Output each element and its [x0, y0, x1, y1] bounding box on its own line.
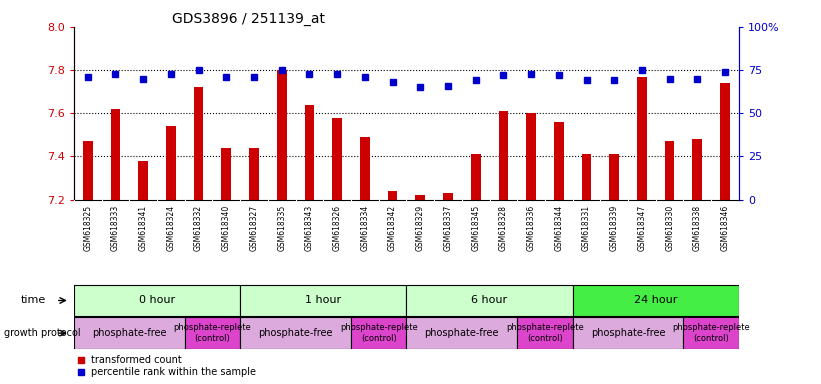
Text: phosphate-replete
(control): phosphate-replete (control): [340, 323, 418, 343]
Text: growth protocol: growth protocol: [4, 328, 80, 338]
Bar: [609, 154, 619, 200]
Bar: [665, 141, 675, 200]
Bar: [166, 126, 176, 200]
Text: phosphate-replete
(control): phosphate-replete (control): [506, 323, 584, 343]
FancyBboxPatch shape: [406, 318, 517, 349]
Text: 0 hour: 0 hour: [139, 295, 175, 306]
Text: phosphate-replete
(control): phosphate-replete (control): [173, 323, 251, 343]
Bar: [388, 191, 397, 200]
Bar: [360, 137, 369, 200]
FancyBboxPatch shape: [241, 318, 351, 349]
FancyBboxPatch shape: [185, 318, 241, 349]
FancyBboxPatch shape: [406, 285, 573, 316]
FancyBboxPatch shape: [573, 318, 683, 349]
Text: 24 hour: 24 hour: [634, 295, 677, 306]
Bar: [111, 109, 121, 200]
Bar: [305, 105, 314, 200]
Bar: [194, 88, 204, 200]
FancyBboxPatch shape: [517, 318, 573, 349]
Text: phosphate-free: phosphate-free: [92, 328, 167, 338]
Text: transformed count: transformed count: [90, 355, 181, 365]
Text: phosphate-replete
(control): phosphate-replete (control): [672, 323, 750, 343]
FancyBboxPatch shape: [351, 318, 406, 349]
Bar: [637, 76, 647, 200]
Bar: [138, 161, 148, 200]
Bar: [415, 195, 425, 200]
Bar: [222, 148, 232, 200]
Text: phosphate-free: phosphate-free: [424, 328, 499, 338]
Text: phosphate-free: phosphate-free: [259, 328, 333, 338]
Bar: [470, 154, 480, 200]
Bar: [333, 118, 342, 200]
Bar: [526, 113, 536, 200]
FancyBboxPatch shape: [573, 285, 739, 316]
Bar: [277, 70, 287, 200]
Text: GDS3896 / 251139_at: GDS3896 / 251139_at: [172, 12, 325, 25]
Text: 1 hour: 1 hour: [305, 295, 342, 306]
Bar: [443, 193, 453, 200]
FancyBboxPatch shape: [74, 318, 185, 349]
Bar: [554, 122, 564, 200]
Bar: [720, 83, 730, 200]
Text: time: time: [21, 295, 46, 306]
Bar: [581, 154, 591, 200]
FancyBboxPatch shape: [683, 318, 739, 349]
Bar: [498, 111, 508, 200]
Text: 6 hour: 6 hour: [471, 295, 507, 306]
Text: percentile rank within the sample: percentile rank within the sample: [90, 367, 255, 377]
Bar: [83, 141, 93, 200]
Text: phosphate-free: phosphate-free: [591, 328, 665, 338]
FancyBboxPatch shape: [241, 285, 406, 316]
FancyBboxPatch shape: [74, 285, 241, 316]
Bar: [692, 139, 702, 200]
Bar: [249, 148, 259, 200]
